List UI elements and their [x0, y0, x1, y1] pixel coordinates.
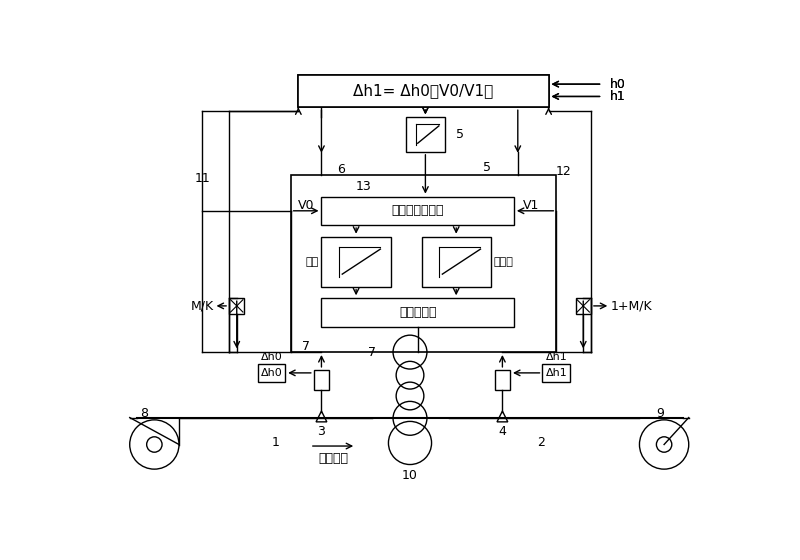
Bar [494, 370, 510, 390]
Text: V0: V0 [298, 199, 314, 212]
Text: 8: 8 [141, 407, 149, 420]
Text: 扎制力: 扎制力 [493, 256, 513, 267]
Bar [422, 236, 491, 287]
Text: 1+M/K: 1+M/K [610, 300, 652, 312]
Text: 3: 3 [318, 425, 326, 438]
Bar [290, 175, 556, 352]
Bar [406, 117, 445, 152]
Text: Δh0: Δh0 [261, 368, 282, 378]
Text: 液压压下伺服阀: 液压压下伺服阀 [391, 204, 444, 217]
Bar [298, 75, 549, 108]
Text: 5: 5 [483, 161, 491, 174]
Text: V1: V1 [522, 199, 539, 212]
Text: h0: h0 [610, 78, 626, 91]
Bar [258, 363, 286, 382]
Text: 液压压下缸: 液压压下缸 [399, 306, 437, 319]
Text: 7: 7 [302, 340, 310, 353]
Text: 12: 12 [556, 165, 572, 178]
Text: M/K: M/K [190, 300, 214, 312]
Bar [229, 298, 245, 314]
Bar [314, 370, 329, 390]
Bar [322, 197, 514, 225]
Text: Δh1: Δh1 [546, 352, 567, 362]
Bar [298, 75, 549, 108]
Text: 10: 10 [402, 469, 418, 482]
Text: 2: 2 [537, 436, 545, 449]
Text: h0: h0 [610, 78, 626, 91]
Text: 4: 4 [498, 425, 506, 438]
Text: 扎制方向: 扎制方向 [318, 452, 348, 465]
Bar [575, 298, 591, 314]
Bar [322, 236, 390, 287]
Text: 5: 5 [456, 128, 464, 141]
Text: Δh1= Δh0（V0/V1）: Δh1= Δh0（V0/V1） [354, 83, 494, 99]
Text: Δh0: Δh0 [261, 352, 282, 362]
Text: 11: 11 [194, 172, 210, 185]
Bar [542, 363, 570, 382]
Bar [322, 298, 514, 328]
Text: h1: h1 [610, 90, 626, 103]
Text: 9: 9 [656, 407, 664, 420]
Text: Δh1= Δh0（V0/V1）: Δh1= Δh0（V0/V1） [354, 83, 494, 99]
Text: 7: 7 [367, 346, 375, 358]
Text: 1: 1 [271, 436, 279, 449]
Text: 6: 6 [337, 163, 345, 176]
Text: 13: 13 [356, 180, 372, 193]
Text: Δh1: Δh1 [546, 368, 567, 378]
Text: 位置: 位置 [306, 256, 319, 267]
Text: h1: h1 [610, 90, 626, 103]
